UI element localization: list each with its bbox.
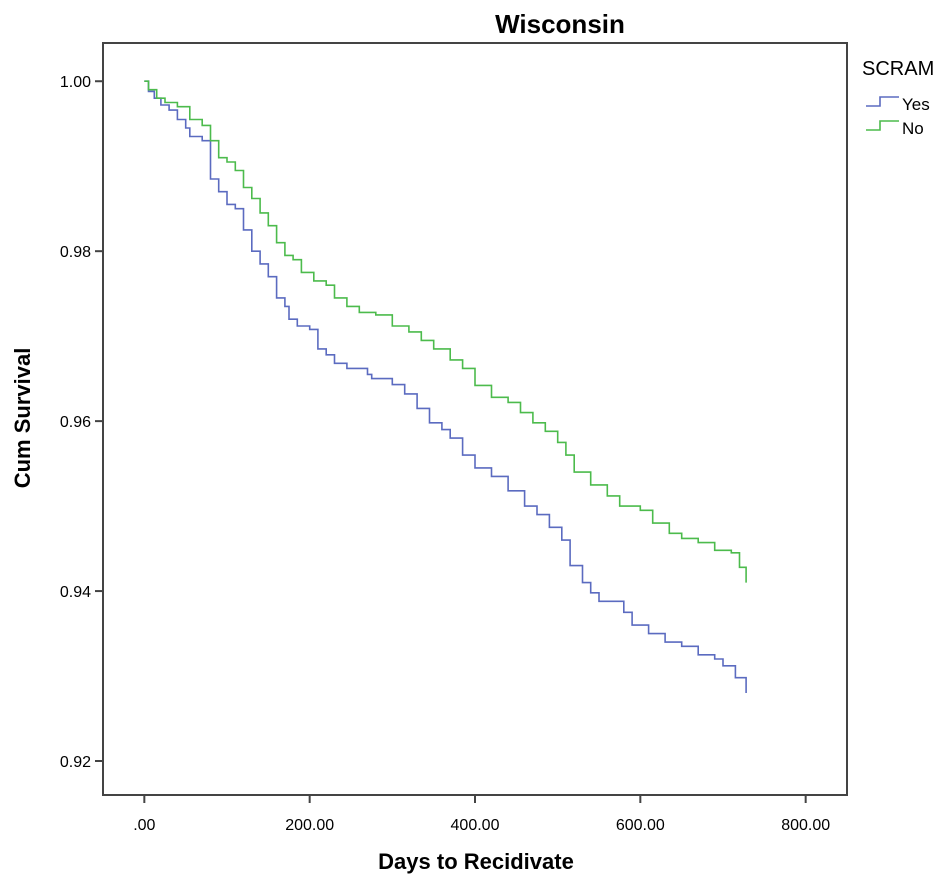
x-axis: .00 200.00 400.00 600.00 800.00 [133, 795, 830, 834]
chart-title: Wisconsin [495, 9, 625, 39]
x-tick-label: 400.00 [451, 817, 500, 834]
x-axis-label: Days to Recidivate [378, 849, 574, 874]
legend-title: SCRAM [862, 58, 934, 80]
y-tick-label: 1.00 [60, 74, 91, 91]
plot-frame [102, 42, 848, 796]
legend-swatch-no [866, 120, 899, 131]
series-line-yes [144, 80, 747, 693]
y-tick-label: 0.94 [60, 584, 91, 601]
legend-label-no: No [902, 119, 924, 138]
y-axis: 0.92 0.94 0.96 0.98 1.00 [60, 74, 103, 771]
x-tick-label: 600.00 [616, 817, 665, 834]
x-tick-label: .00 [133, 817, 155, 834]
y-axis-label: Cum Survival [10, 348, 35, 489]
y-tick-label: 0.92 [60, 754, 91, 771]
plot-lines [144, 80, 747, 693]
x-tick-label: 200.00 [285, 817, 334, 834]
x-tick-label: 800.00 [781, 817, 830, 834]
legend-label-yes: Yes [902, 95, 930, 114]
y-tick-label: 0.98 [60, 244, 91, 261]
y-tick-label: 0.96 [60, 414, 91, 431]
legend-swatch-yes [866, 96, 899, 107]
legend: SCRAM Yes No [862, 58, 934, 138]
series-line-no [144, 80, 747, 583]
